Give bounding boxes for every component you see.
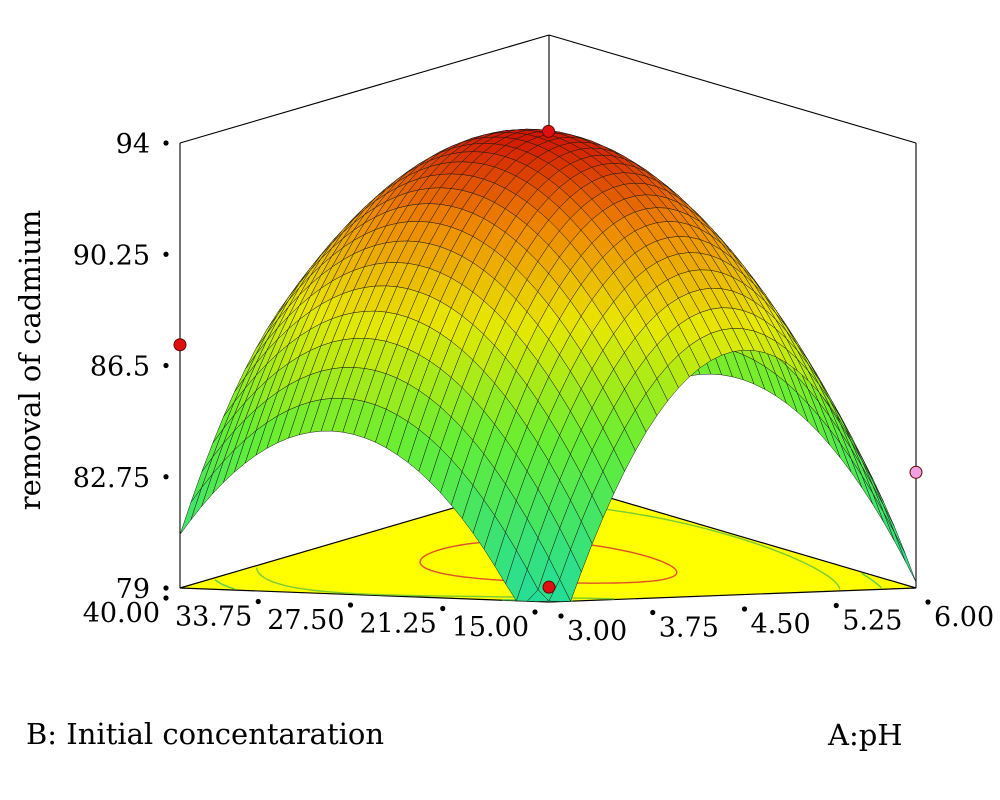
x-tick-label-4: 6.00	[934, 602, 994, 633]
response-surface	[179, 128, 917, 603]
y-tick-mark-2	[347, 602, 354, 608]
x-tick-label-0: 3.00	[567, 616, 627, 647]
y-tick-label-1: 21.25	[359, 609, 436, 640]
y-tick-label-3: 33.75	[175, 602, 252, 633]
x-tick-mark-2	[741, 606, 748, 612]
surface-cell	[883, 512, 906, 562]
design-point-1	[173, 338, 187, 352]
z-tick-label-4: 94	[116, 129, 150, 160]
surface-cell	[872, 493, 895, 542]
surface-cell	[883, 505, 906, 554]
z-tick-mark-1	[163, 474, 169, 480]
z-tick-label-2: 86.5	[90, 352, 150, 383]
x-tick-mark-3	[833, 602, 839, 609]
z-tick-label-0: 79	[116, 574, 150, 605]
y-axis-title: B: Initial concentaration	[26, 717, 384, 751]
x-axis-title: A:pH	[827, 718, 903, 752]
x-tick-mark-0	[558, 613, 564, 619]
design-points	[173, 124, 923, 594]
surface-cell	[538, 600, 560, 603]
x-tick-label-2: 4.50	[751, 609, 811, 640]
x-tick-label-3: 5.25	[842, 606, 902, 637]
box-edge-top-right	[548, 34, 917, 144]
z-tick-label-3: 90.25	[73, 240, 150, 271]
y-tick-label-0: 15.00	[452, 612, 529, 643]
design-point-2	[909, 465, 923, 479]
y-tick-mark-1	[440, 605, 446, 612]
z-tick-mark-2	[163, 362, 169, 369]
surface-cell	[179, 487, 202, 535]
axis-ticks: 79 82.75 86.5 90.25 94 15.00 21.25 27.50 33.75 40…	[73, 129, 994, 647]
z-tick-mark-0	[163, 585, 169, 591]
design-point-3	[542, 580, 556, 594]
y-tick-label-4: 40.00	[83, 598, 160, 629]
y-tick-label-2: 27.50	[267, 605, 344, 636]
z-tick-mark-3	[163, 251, 169, 257]
x-tick-label-1: 3.75	[659, 613, 719, 644]
z-tick-mark-4	[163, 140, 169, 146]
y-tick-mark-0	[532, 609, 538, 615]
design-point-0	[542, 124, 555, 138]
x-tick-mark-1	[650, 609, 656, 616]
z-axis-title: removal of cadmium	[13, 210, 47, 511]
z-tick-label-1: 82.75	[73, 463, 150, 494]
y-tick-mark-4	[163, 595, 169, 601]
box-edge-top-left	[179, 34, 550, 144]
y-tick-mark-3	[255, 598, 261, 605]
x-tick-mark-4	[925, 599, 931, 605]
surface-cell	[894, 532, 917, 583]
